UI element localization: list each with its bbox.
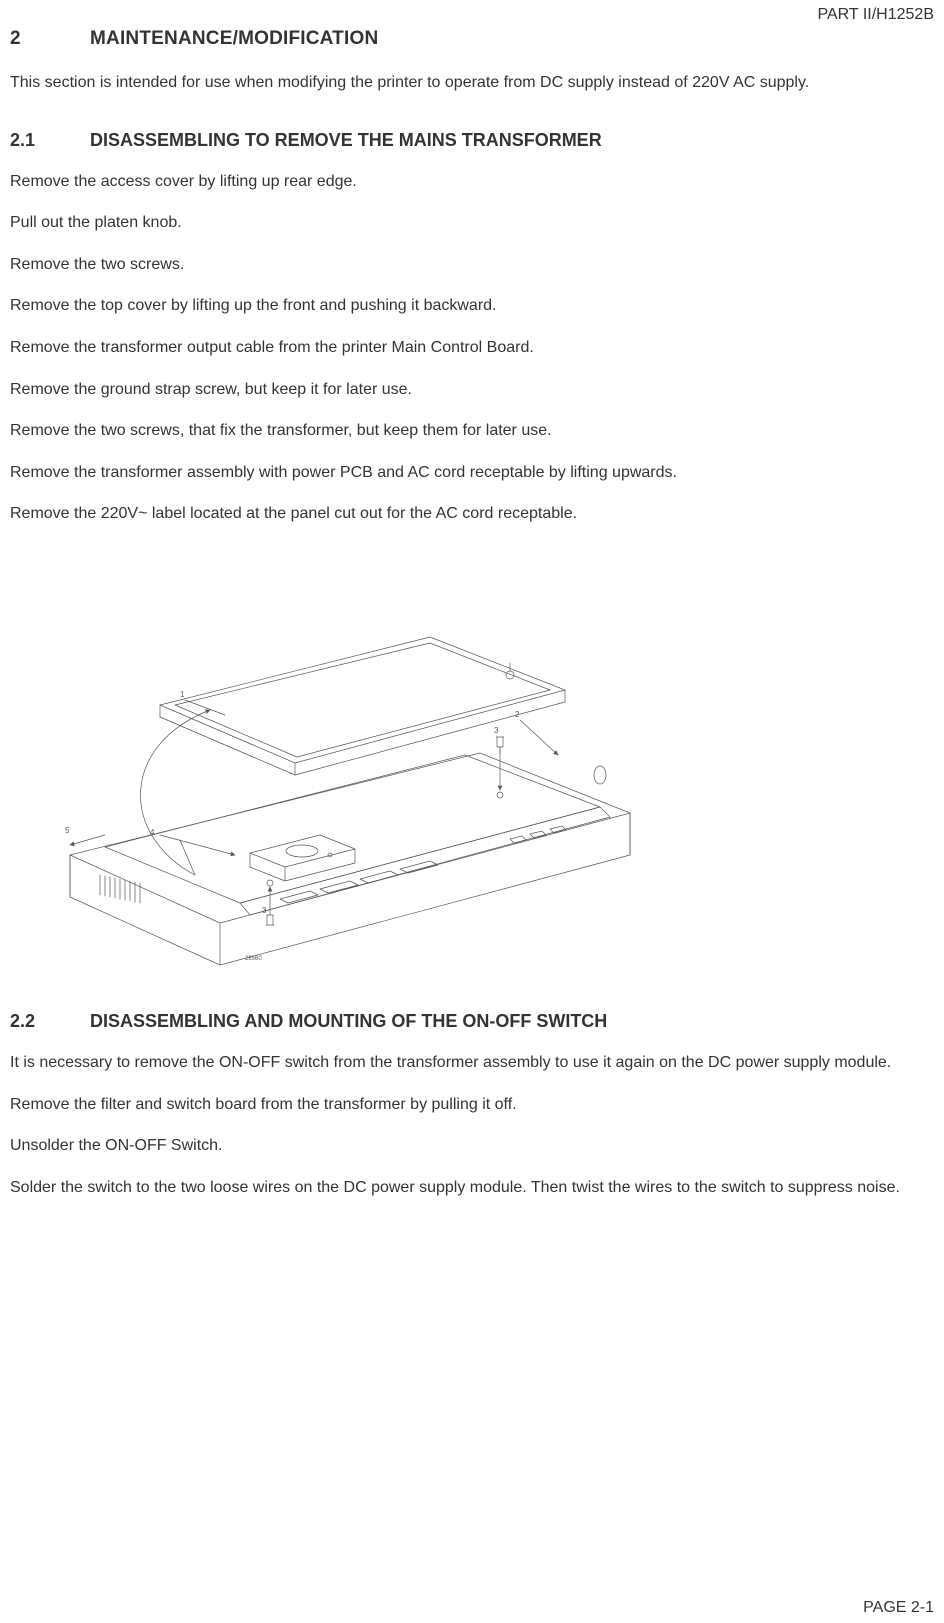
diagram-label-3a: 3 bbox=[494, 726, 499, 735]
section-intro: This section is intended for use when mo… bbox=[10, 72, 934, 94]
subsection-title: DISASSEMBLING AND MOUNTING OF THE ON-OFF… bbox=[90, 1011, 607, 1031]
diagram-label-3b: 3 bbox=[262, 906, 267, 915]
step-text: Remove the transformer output cable from… bbox=[10, 337, 934, 359]
step-text: Solder the switch to the two loose wires… bbox=[10, 1177, 934, 1199]
step-text: Remove the access cover by lifting up re… bbox=[10, 171, 934, 193]
diagram-label-4: 4 bbox=[150, 828, 155, 837]
step-text: It is necessary to remove the ON-OFF swi… bbox=[10, 1052, 934, 1074]
printer-diagram: 1 2 3 3 4 5 28560 bbox=[10, 555, 650, 975]
printer-diagram-svg: 1 2 3 3 4 5 28560 bbox=[10, 555, 650, 975]
subsection-2-1-heading: 2.1DISASSEMBLING TO REMOVE THE MAINS TRA… bbox=[10, 130, 934, 151]
step-text: Pull out the platen knob. bbox=[10, 212, 934, 234]
subsection-2-2-heading: 2.2DISASSEMBLING AND MOUNTING OF THE ON-… bbox=[10, 1011, 934, 1032]
diagram-label-1: 1 bbox=[180, 690, 185, 699]
step-text: Remove the two screws, that fix the tran… bbox=[10, 420, 934, 442]
diagram-ref: 28560 bbox=[245, 956, 262, 962]
section-heading: 2MAINTENANCE/MODIFICATION bbox=[10, 28, 934, 50]
subsection-title: DISASSEMBLING TO REMOVE THE MAINS TRANSF… bbox=[90, 130, 602, 150]
subsection-number: 2.1 bbox=[10, 130, 90, 151]
step-text: Unsolder the ON-OFF Switch. bbox=[10, 1135, 934, 1157]
doc-id: PART II/H1252B bbox=[817, 6, 934, 24]
section-title: MAINTENANCE/MODIFICATION bbox=[90, 28, 378, 49]
step-text: Remove the top cover by lifting up the f… bbox=[10, 295, 934, 317]
page-content: 2MAINTENANCE/MODIFICATION This section i… bbox=[0, 0, 944, 1258]
diagram-label-5: 5 bbox=[65, 826, 70, 835]
diagram-label-2: 2 bbox=[515, 710, 520, 719]
step-text: Remove the two screws. bbox=[10, 254, 934, 276]
step-text: Remove the ground strap screw, but keep … bbox=[10, 379, 934, 401]
section-number: 2 bbox=[10, 28, 90, 50]
page-number: PAGE 2-1 bbox=[863, 1599, 934, 1617]
subsection-number: 2.2 bbox=[10, 1011, 90, 1032]
step-text: Remove the filter and switch board from … bbox=[10, 1094, 934, 1116]
step-text: Remove the 220V~ label located at the pa… bbox=[10, 503, 934, 525]
step-text: Remove the transformer assembly with pow… bbox=[10, 462, 934, 484]
